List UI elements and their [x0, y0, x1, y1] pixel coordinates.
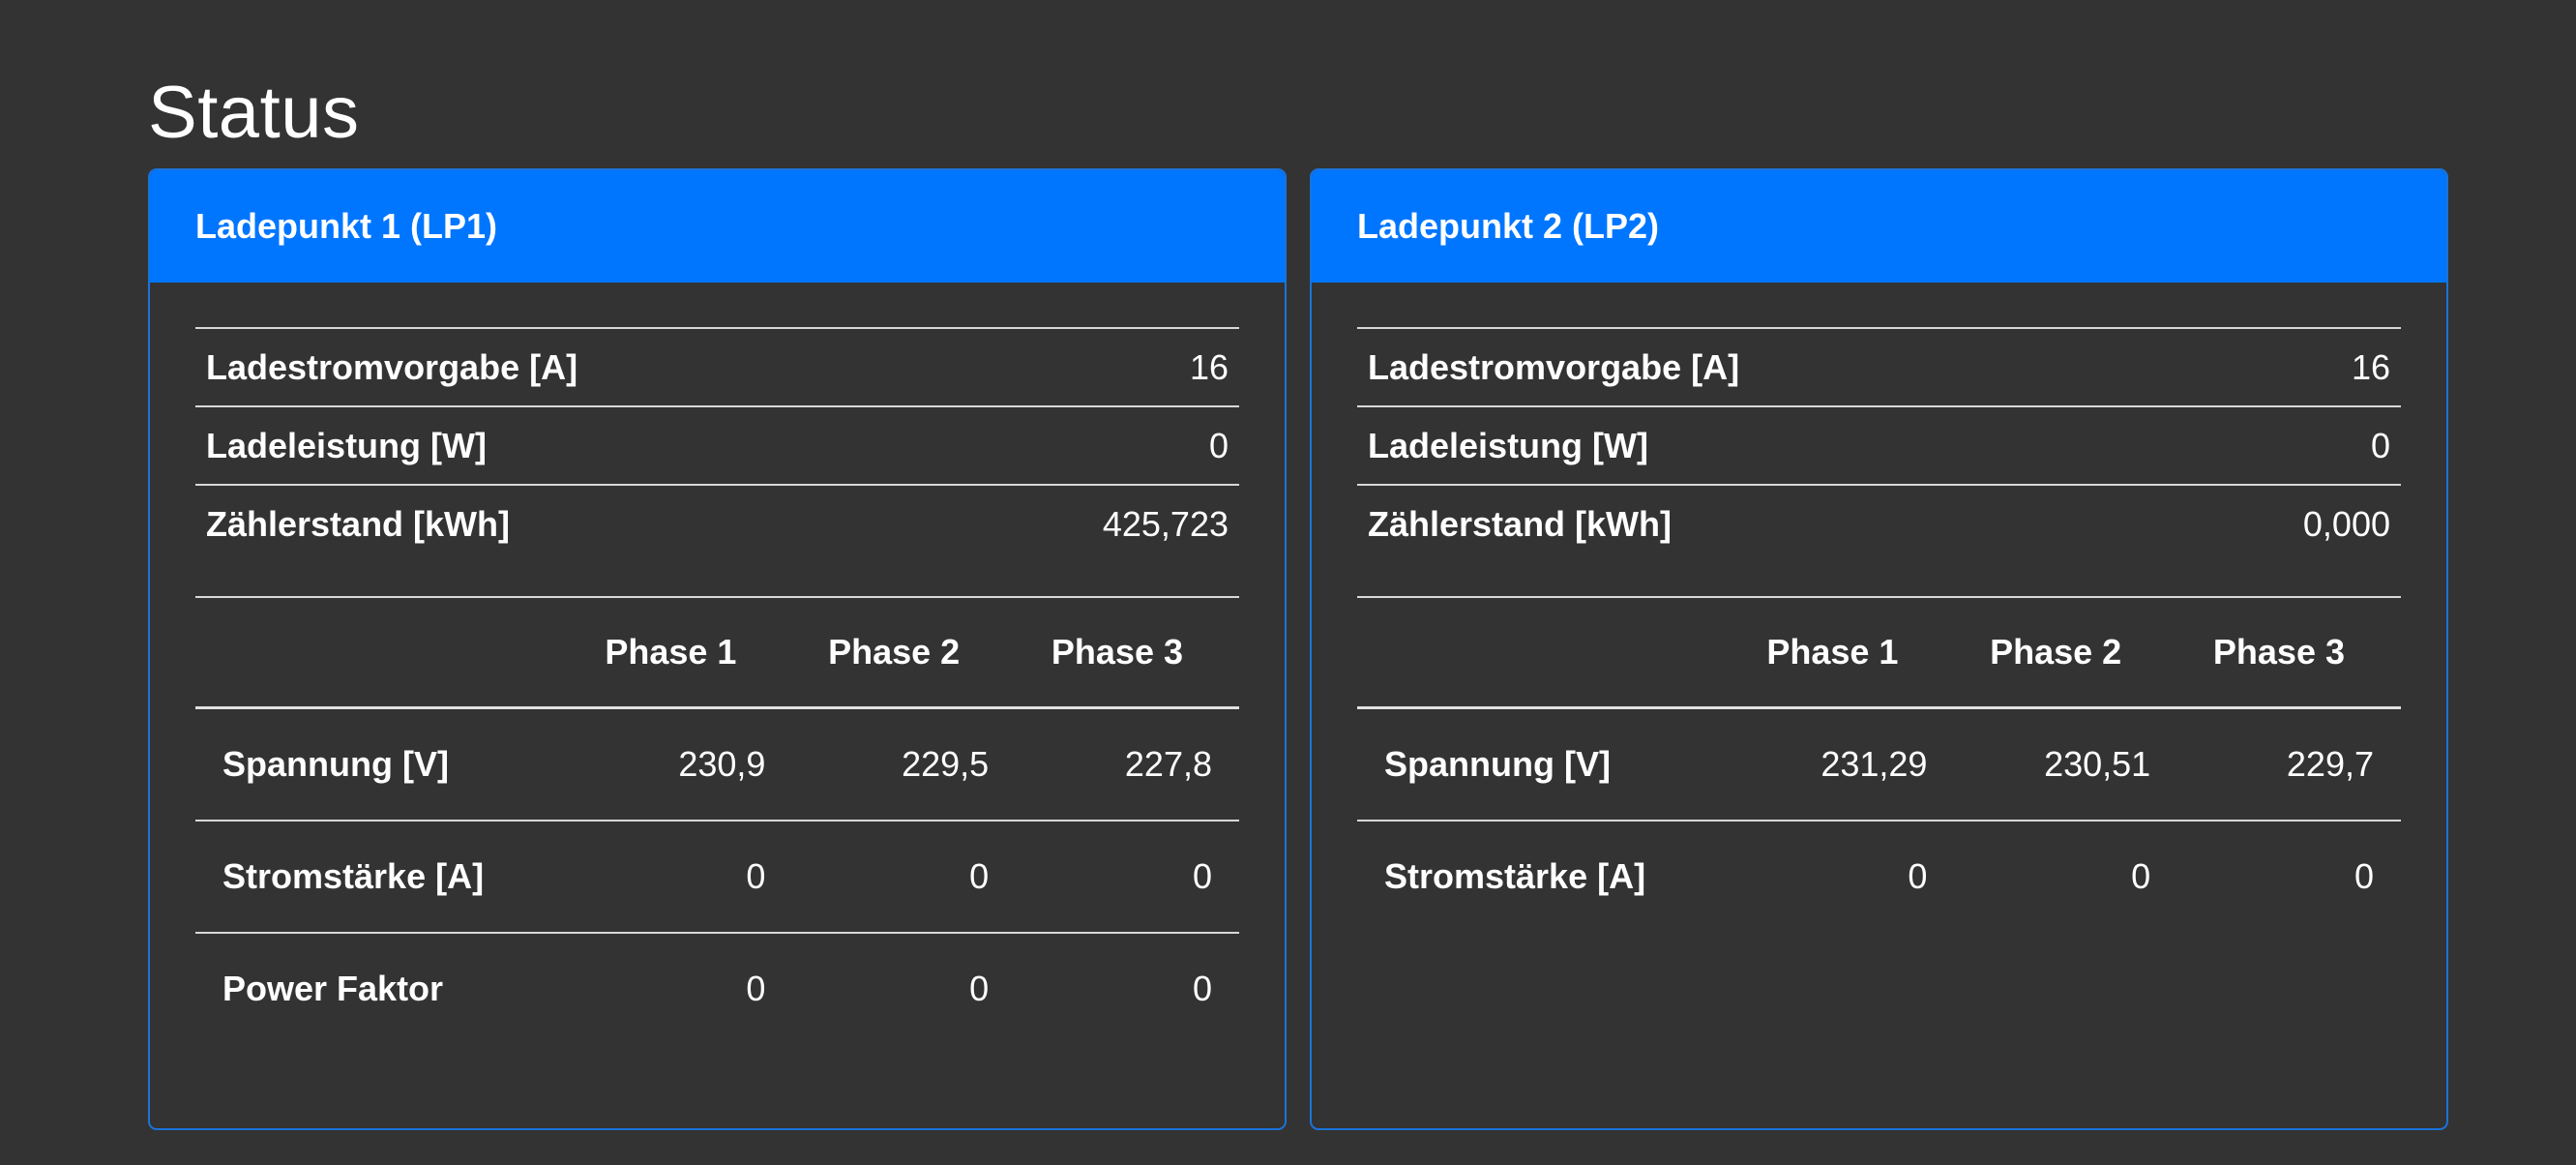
phase-value: 0 [569, 932, 793, 1044]
phase-row-label: Power Faktor [195, 932, 570, 1044]
table-header-row: Phase 1 Phase 2 Phase 3 [1357, 597, 2401, 709]
phase-row-label: Stromstärke [A] [1357, 820, 1732, 932]
summary-label: Ladeleistung [W] [195, 406, 955, 486]
chargepoint-cards: Ladepunkt 1 (LP1) Ladestromvorgabe [A] 1… [148, 168, 2448, 1130]
phase-row-label: Spannung [V] [1384, 744, 1611, 784]
summary-value: 0 [2175, 406, 2401, 486]
phase-value: 0 [792, 820, 1017, 933]
phase-header-empty [195, 597, 570, 709]
phase-value: 231,29 [1821, 744, 1928, 784]
chargepoint-card-lp1: Ladepunkt 1 (LP1) Ladestromvorgabe [A] 1… [148, 168, 1287, 1130]
phase-header: Phase 1 [1731, 597, 1955, 709]
table-row: Zählerstand [kWh] 425,723 [195, 485, 1239, 562]
phase-row-label: Stromstärke [A] [195, 820, 570, 933]
page-title: Status [148, 72, 360, 154]
table-row: Stromstärke [A] 0 0 0 [195, 820, 1239, 933]
card-header: Ladepunkt 1 (LP1) [150, 170, 1285, 283]
phase-header-empty [1357, 597, 1732, 709]
phase-value: 0 [1731, 820, 1955, 932]
phase-value: 0 [1016, 820, 1239, 933]
summary-value: 0 [954, 406, 1239, 486]
summary-value: 425,723 [1102, 503, 1229, 544]
phase-value: 229,7 [2286, 744, 2374, 784]
summary-table: Ladestromvorgabe [A] 16 Ladeleistung [W]… [195, 327, 1239, 562]
summary-label: Zählerstand [kWh] [206, 503, 511, 544]
phase-value: 229,5 [902, 744, 990, 784]
phase-table: Phase 1 Phase 2 Phase 3 Spannung [V] 230… [195, 596, 1239, 1044]
table-row: Zählerstand [kWh] 0,000 [1357, 485, 2401, 562]
phase-row-label: Spannung [V] [222, 744, 449, 784]
phase-header: Phase 1 [569, 597, 793, 709]
phase-value: 0 [569, 820, 793, 933]
table-header-row: Phase 1 Phase 2 Phase 3 [195, 597, 1239, 709]
card-body: Ladestromvorgabe [A] 16 Ladeleistung [W]… [1312, 327, 2446, 932]
phase-value: 0 [2177, 820, 2401, 932]
summary-value: 0,000 [2302, 503, 2390, 544]
summary-table: Ladestromvorgabe [A] 16 Ladeleistung [W]… [1357, 327, 2401, 562]
phase-value: 0 [1954, 820, 2178, 932]
table-row: Ladestromvorgabe [A] 16 [195, 328, 1239, 407]
table-row: Stromstärke [A] 0 0 0 [1357, 820, 2401, 932]
card-body: Ladestromvorgabe [A] 16 Ladeleistung [W]… [150, 327, 1285, 1044]
phase-value: 230,9 [678, 744, 766, 784]
summary-label: Ladeleistung [W] [1357, 406, 2176, 486]
card-title: Ladepunkt 1 (LP1) [195, 206, 498, 246]
phase-value: 227,8 [1124, 744, 1212, 784]
phase-header: Phase 2 [1954, 597, 2178, 709]
table-row: Spannung [V] 230,9 229,5 227,8 [195, 708, 1239, 821]
phase-value: 0 [1016, 932, 1239, 1044]
card-header: Ladepunkt 2 (LP2) [1312, 170, 2446, 283]
phase-header: Phase 2 [792, 597, 1017, 709]
phase-value: 230,51 [2044, 744, 2151, 784]
summary-label: Ladestromvorgabe [A] [195, 328, 955, 407]
table-row: Ladestromvorgabe [A] 16 [1357, 328, 2401, 407]
phase-header: Phase 3 [1016, 597, 1239, 709]
phase-value: 0 [792, 932, 1017, 1044]
summary-value: 16 [954, 328, 1239, 407]
summary-label: Zählerstand [kWh] [1368, 503, 1673, 544]
card-title: Ladepunkt 2 (LP2) [1357, 206, 1660, 246]
phase-table: Phase 1 Phase 2 Phase 3 Spannung [V] 231… [1357, 596, 2401, 932]
phase-header: Phase 3 [2177, 597, 2401, 709]
table-row: Ladeleistung [W] 0 [1357, 406, 2401, 486]
table-row: Power Faktor 0 0 0 [195, 932, 1239, 1044]
table-row: Ladeleistung [W] 0 [195, 406, 1239, 486]
table-row: Spannung [V] 231,29 230,51 229,7 [1357, 708, 2401, 821]
summary-value: 16 [2175, 328, 2401, 407]
chargepoint-card-lp2: Ladepunkt 2 (LP2) Ladestromvorgabe [A] 1… [1310, 168, 2448, 1130]
summary-label: Ladestromvorgabe [A] [1357, 328, 2176, 407]
